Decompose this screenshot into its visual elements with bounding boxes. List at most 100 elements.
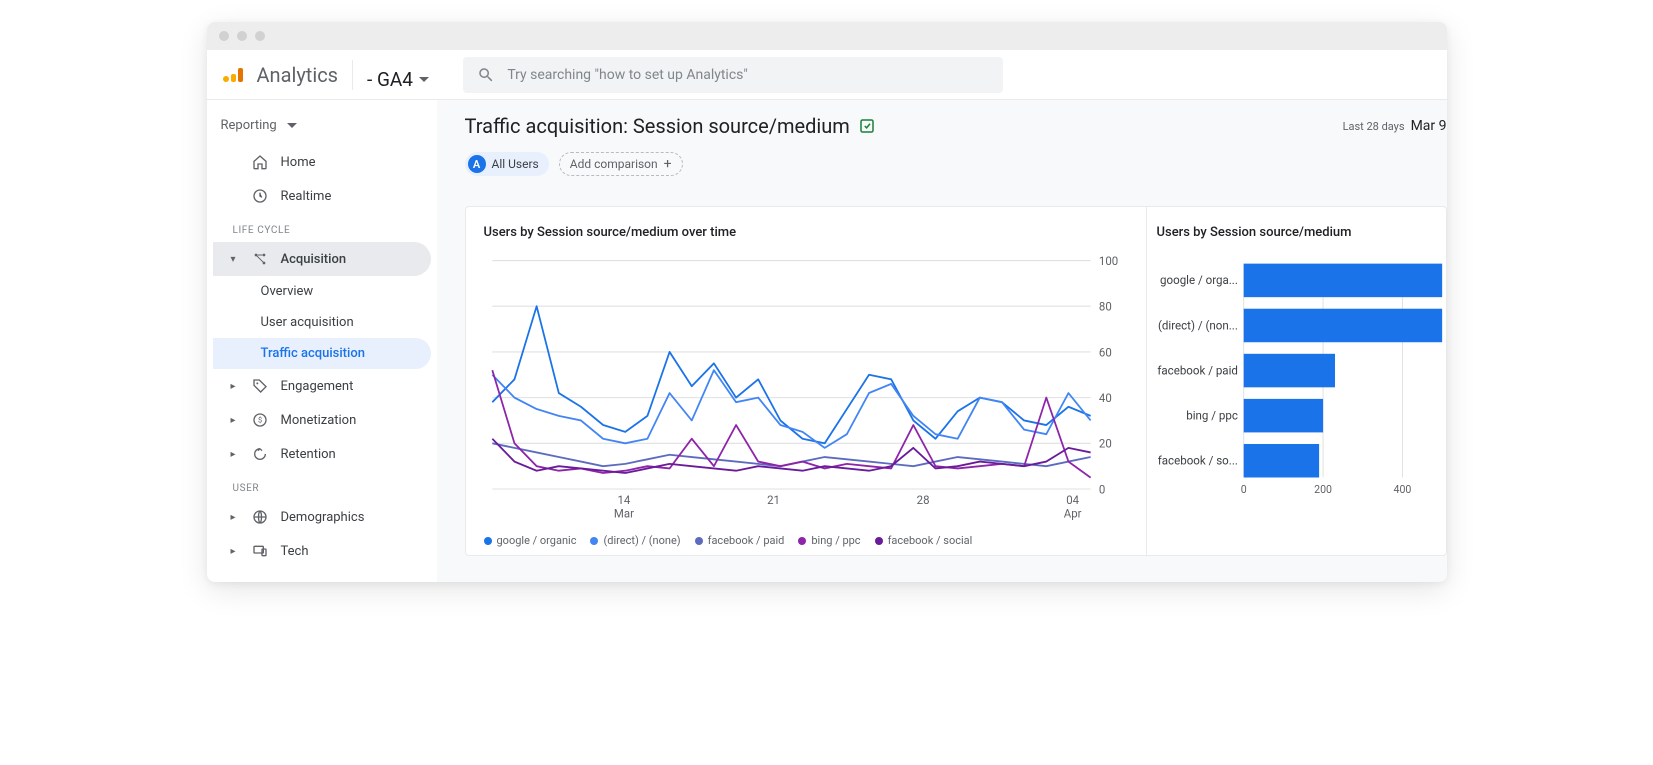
sidebar-item-tech[interactable]: ▸ Tech — [213, 534, 431, 568]
main-content: Traffic acquisition: Session source/medi… — [437, 100, 1447, 582]
search-icon — [477, 66, 495, 84]
sidebar-item-label: Tech — [281, 544, 309, 559]
bar-chart: 0200400google / orga...(direct) / (non..… — [1157, 254, 1446, 547]
window-max-dot[interactable] — [255, 31, 265, 41]
page-title: Traffic acquisition: Session source/medi… — [465, 114, 876, 138]
sidebar-sub-traffic-acq[interactable]: Traffic acquisition — [213, 338, 431, 369]
legend-swatch-icon — [798, 537, 806, 545]
legend-label: bing / ppc — [811, 534, 860, 547]
chevron-down-icon: ▾ — [231, 254, 239, 265]
property-selector[interactable]: All accounts > Demo - GA4 — [367, 59, 449, 91]
sidebar-item-label: Monetization — [281, 413, 357, 428]
legend-label: facebook / social — [888, 534, 973, 547]
bar-chart-panel: Users by Session source/medium 0200400go… — [1146, 207, 1446, 555]
svg-text:facebook / so...: facebook / so... — [1157, 454, 1237, 468]
sidebar-sub-user-acq[interactable]: User acquisition — [213, 307, 431, 338]
search-input[interactable]: Try searching "how to set up Analytics" — [463, 57, 1003, 93]
sidebar-item-home[interactable]: Home — [213, 145, 431, 179]
legend-swatch-icon — [590, 537, 598, 545]
legend-item[interactable]: facebook / paid — [695, 534, 785, 547]
sidebar-sub-label: User acquisition — [261, 315, 354, 330]
date-range-value: Mar 9 — [1411, 118, 1447, 134]
chip-all-users[interactable]: A All Users — [465, 152, 549, 176]
svg-text:bing / ppc: bing / ppc — [1186, 409, 1238, 423]
acquisition-icon — [251, 250, 269, 268]
svg-text:200: 200 — [1314, 483, 1332, 496]
legend-swatch-icon — [875, 537, 883, 545]
sidebar-item-demographics[interactable]: ▸ Demographics — [213, 500, 431, 534]
svg-text:21: 21 — [767, 493, 780, 507]
svg-text:20: 20 — [1098, 436, 1111, 450]
legend-swatch-icon — [695, 537, 703, 545]
sidebar-item-engagement[interactable]: ▸ Engagement — [213, 369, 431, 403]
chevron-right-icon: ▸ — [231, 546, 239, 557]
top-header: Analytics All accounts > Demo - GA4 Try … — [207, 50, 1447, 100]
sidebar-item-label: Realtime — [281, 189, 332, 204]
sidebar-scope-label: Reporting — [221, 118, 277, 133]
chevron-down-icon — [287, 123, 297, 128]
legend-item[interactable]: google / organic — [484, 534, 577, 547]
divider — [352, 60, 353, 90]
devices-icon — [251, 542, 269, 560]
window-close-dot[interactable] — [219, 31, 229, 41]
sidebar-item-realtime[interactable]: Realtime — [213, 179, 431, 213]
svg-text:$: $ — [257, 416, 261, 425]
app-body: Reporting Home Realtime LIFE CYCLE ▾ — [207, 100, 1447, 582]
sidebar-item-acquisition[interactable]: ▾ Acquisition — [213, 242, 431, 276]
legend-item[interactable]: bing / ppc — [798, 534, 860, 547]
svg-text:40: 40 — [1098, 391, 1111, 405]
svg-text:100: 100 — [1098, 254, 1117, 268]
page-title-text: Traffic acquisition: Session source/medi… — [465, 114, 850, 138]
line-chart-legend: google / organic (direct) / (none) faceboo… — [484, 526, 1128, 547]
chevron-right-icon: ▸ — [231, 449, 239, 460]
bar-chart-title: Users by Session source/medium — [1157, 225, 1446, 240]
legend-item[interactable]: facebook / social — [875, 534, 973, 547]
svg-text:0: 0 — [1240, 483, 1246, 496]
plus-icon: + — [664, 157, 672, 171]
window-min-dot[interactable] — [237, 31, 247, 41]
globe-icon — [251, 508, 269, 526]
sidebar-sub-overview[interactable]: Overview — [213, 276, 431, 307]
sidebar-sub-label: Traffic acquisition — [261, 346, 365, 361]
app-window: Analytics All accounts > Demo - GA4 Try … — [207, 22, 1447, 582]
dollar-icon: $ — [251, 411, 269, 429]
property-name: - GA4 — [367, 68, 413, 91]
chart-panel: Users by Session source/medium over time… — [465, 206, 1447, 556]
sidebar-section-lifecycle: LIFE CYCLE — [213, 213, 431, 242]
svg-text:28: 28 — [916, 493, 929, 507]
legend-item[interactable]: (direct) / (none) — [590, 534, 680, 547]
chip-add-comparison[interactable]: Add comparison + — [559, 152, 683, 176]
svg-text:60: 60 — [1098, 345, 1111, 359]
filters-row: A All Users Add comparison + — [465, 152, 1447, 176]
sidebar-section-user: USER — [213, 471, 431, 500]
sidebar-item-label: Demographics — [281, 510, 365, 525]
sidebar-item-retention[interactable]: ▸ Retention — [213, 437, 431, 471]
sidebar-scope-selector[interactable]: Reporting — [213, 114, 431, 145]
brand-text: Analytics — [257, 63, 339, 87]
chip-label: All Users — [492, 157, 539, 171]
line-chart-title: Users by Session source/medium over time — [484, 225, 1128, 240]
chevron-right-icon: ▸ — [231, 381, 239, 392]
window-chrome — [207, 22, 1447, 50]
line-chart-panel: Users by Session source/medium over time… — [466, 207, 1146, 555]
clock-icon — [251, 187, 269, 205]
legend-label: google / organic — [497, 534, 577, 547]
legend-swatch-icon — [484, 537, 492, 545]
sidebar-item-label: Retention — [281, 447, 336, 462]
home-icon — [251, 153, 269, 171]
date-range-picker[interactable]: Last 28 days Mar 9 — [1343, 118, 1447, 134]
svg-text:80: 80 — [1098, 299, 1111, 313]
svg-text:Mar: Mar — [613, 506, 633, 520]
audience-badge-icon: A — [468, 155, 486, 173]
sidebar-sub-label: Overview — [261, 284, 314, 299]
edit-report-icon[interactable] — [858, 117, 876, 135]
date-range-label: Last 28 days — [1343, 120, 1405, 133]
svg-text:400: 400 — [1393, 483, 1411, 496]
sidebar-item-monetization[interactable]: ▸ $ Monetization — [213, 403, 431, 437]
svg-text:Apr: Apr — [1063, 506, 1081, 520]
sidebar-item-label: Engagement — [281, 379, 354, 394]
svg-text:0: 0 — [1098, 482, 1104, 496]
search-placeholder: Try searching "how to set up Analytics" — [507, 67, 748, 83]
chevron-down-icon — [419, 77, 429, 82]
chevron-right-icon: ▸ — [231, 512, 239, 523]
